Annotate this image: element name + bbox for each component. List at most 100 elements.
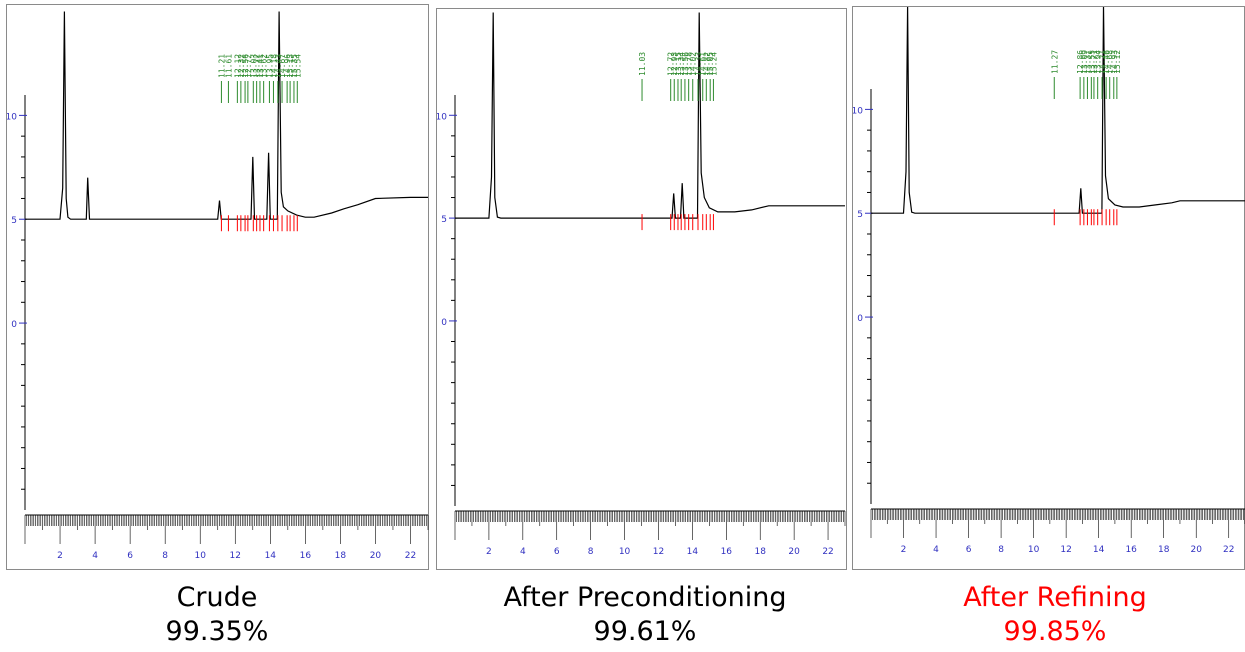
peak-retention-label: 13.31: [1083, 50, 1092, 74]
peak-retention-label: 14.33: [694, 52, 703, 76]
peak-retention-label: 12.32: [237, 54, 246, 78]
peak-retention-label: 13.34: [677, 52, 686, 76]
x-tick-label: 4: [520, 547, 526, 557]
caption-purity-preconditioning: 99.61%: [593, 616, 697, 647]
chromatogram-panel-crude: 10 5 0 2 4 6 8 10 12 14 16 18 20 22 11.21 11.61 12.12 12.…: [6, 4, 429, 570]
peak-retention-label: 14.46: [1102, 50, 1111, 74]
peak-retention-label: 14.02: [689, 52, 698, 76]
x-tick-label: 6: [127, 551, 133, 561]
x-tick-label: 16: [1125, 545, 1137, 555]
peak-retention-label: 13.62: [260, 54, 269, 78]
x-tick-label: 20: [370, 551, 382, 561]
caption-title-refining: After Refining: [963, 582, 1147, 613]
chromatogram-trace: [25, 11, 428, 220]
peak-retention-label: 14.93: [1110, 50, 1119, 74]
peak-retention-label: 13.55: [1087, 50, 1096, 74]
y-tick-label: 5: [11, 216, 17, 226]
x-tick-label: 20: [788, 547, 800, 557]
x-tick-label: 10: [619, 547, 631, 557]
peak-retention-label: 11.27: [1050, 50, 1059, 74]
x-tick-label: 18: [335, 551, 347, 561]
x-tick-label: 6: [966, 545, 972, 555]
peak-retention-label: 15.54: [293, 54, 302, 78]
x-tick-label: 8: [162, 551, 168, 561]
peak-retention-label: 15.24: [709, 52, 718, 76]
x-tick-label: 12: [230, 551, 241, 561]
peak-retention-label: 12.72: [244, 54, 253, 78]
peak-retention-label: 15.35: [290, 54, 299, 78]
x-tick-label: 2: [57, 551, 63, 561]
x-tick-label: 10: [1028, 545, 1040, 555]
y-tick-label: 5: [441, 215, 447, 225]
peak-retention-label: 14.68: [1106, 50, 1115, 74]
y-tick-label: 10: [7, 112, 17, 122]
peak-retention-label: 13.94: [1094, 50, 1103, 74]
y-tick-label: 0: [441, 318, 447, 328]
peak-retention-label: 12.12: [233, 54, 242, 78]
peak-retention-label: 14.82: [702, 52, 711, 76]
peak-retention-label: 13.78: [685, 52, 694, 76]
caption-title-preconditioning: After Preconditioning: [503, 582, 787, 613]
peak-retention-label: 13.56: [681, 52, 690, 76]
x-tick-label: 10: [194, 551, 206, 561]
x-tick-label: 18: [1158, 545, 1170, 555]
x-tick-label: 20: [1190, 545, 1202, 555]
peak-retention-label: 13.03: [249, 54, 258, 78]
x-tick-label: 14: [265, 551, 277, 561]
x-tick-label: 2: [486, 547, 492, 557]
chromatogram-trace: [455, 12, 845, 219]
x-tick-label: 12: [1060, 545, 1071, 555]
y-tick-label: 0: [857, 314, 863, 324]
peak-retention-label: 15.05: [706, 52, 715, 76]
peak-retention-label: 12.93: [670, 52, 679, 76]
chromatogram-trace: [871, 7, 1245, 214]
peak-retention-label: 11.61: [224, 54, 233, 78]
peak-retention-label: 11.03: [638, 52, 647, 76]
y-tick-label: 10: [853, 106, 863, 116]
peak-retention-label: 13.15: [674, 52, 683, 76]
chromatogram-panel-refining: 10 5 0 2 4 6 8 10 12 14 16 18 20 22 11.27 12.86 13.09 13.…: [852, 6, 1245, 570]
x-tick-label: 12: [653, 547, 664, 557]
x-tick-label: 16: [721, 547, 733, 557]
peak-retention-label: 13.41: [256, 54, 265, 78]
peak-retention-label: 12.56: [241, 54, 250, 78]
x-tick-label: 2: [901, 545, 907, 555]
y-tick-label: 5: [857, 210, 863, 220]
peak-retention-label: 14.67: [278, 54, 287, 78]
peak-retention-label: 13.22: [253, 54, 262, 78]
x-tick-label: 8: [998, 545, 1004, 555]
y-tick-label: 0: [11, 320, 17, 330]
peak-retention-label: 14.96: [283, 54, 292, 78]
x-tick-label: 22: [405, 551, 416, 561]
caption-purity-refining: 99.85%: [1003, 616, 1107, 647]
peak-retention-label: 13.09: [1080, 50, 1089, 74]
caption-crude: Crude 99.35%: [112, 581, 322, 649]
x-tick-label: 16: [300, 551, 312, 561]
peak-retention-label: 12.72: [667, 52, 676, 76]
caption-refining: After Refining 99.85%: [925, 581, 1185, 649]
caption-title-crude: Crude: [176, 582, 258, 613]
caption-preconditioning: After Preconditioning 99.61%: [470, 581, 820, 649]
peak-retention-label: 11.21: [217, 54, 226, 78]
x-tick-label: 4: [92, 551, 98, 561]
peak-retention-label: 14.61: [699, 52, 708, 76]
peak-retention-label: 13.71: [1090, 50, 1099, 74]
peak-retention-label: 14.43: [274, 54, 283, 78]
x-tick-label: 18: [754, 547, 766, 557]
y-tick-label: 10: [437, 112, 447, 122]
peak-retention-label: 15.12: [1113, 50, 1122, 74]
x-tick-label: 22: [822, 547, 833, 557]
caption-purity-crude: 99.35%: [165, 616, 269, 647]
chromatogram-panel-preconditioning: 10 5 0 2 4 6 8 10 12 14 16 18 20 22 11.03 12.72 12.93 13.…: [436, 8, 847, 570]
x-tick-label: 14: [1093, 545, 1105, 555]
peak-retention-label: 14.18: [269, 54, 278, 78]
x-tick-label: 6: [554, 547, 560, 557]
x-tick-label: 4: [933, 545, 939, 555]
peak-retention-label: 14.21: [1098, 50, 1107, 74]
x-tick-label: 22: [1223, 545, 1234, 555]
x-tick-label: 14: [687, 547, 699, 557]
peak-retention-label: 15.13: [286, 54, 295, 78]
